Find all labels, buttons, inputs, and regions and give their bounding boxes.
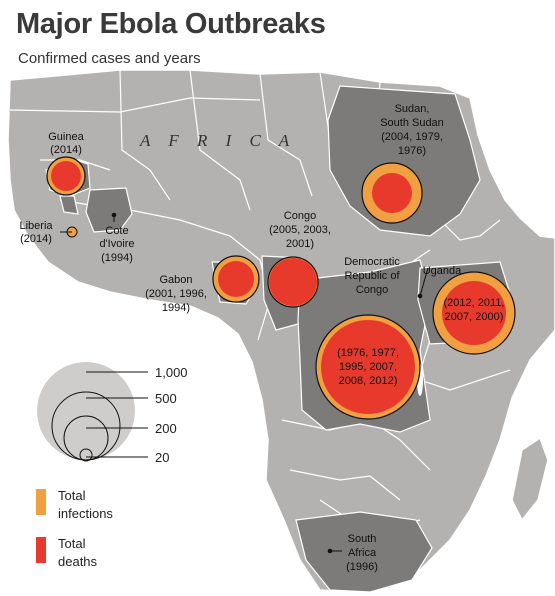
page-title: Major Ebola Outbreaks bbox=[16, 8, 326, 40]
infections-legend-label: infections bbox=[58, 506, 113, 521]
congo-label: (2005, 2003, bbox=[269, 224, 331, 236]
uganda-years-label: (2012, 2011, bbox=[444, 297, 505, 309]
infections-legend-label: Total bbox=[58, 488, 86, 503]
uganda-label: Uganda bbox=[423, 265, 462, 277]
page-subtitle: Confirmed cases and years bbox=[18, 50, 201, 67]
sudan-label: Sudan, bbox=[395, 103, 430, 115]
guinea-label: (2014) bbox=[50, 144, 82, 156]
deaths-legend-label: Total bbox=[58, 536, 86, 551]
outbreak-labels: Guinea (2014) Liberia (2014) Cote d'Ivoi… bbox=[19, 103, 504, 573]
drc-label: Republic of bbox=[344, 270, 400, 282]
leader-lines bbox=[60, 212, 429, 554]
cote-divoire-label: (1994) bbox=[101, 252, 133, 264]
cote-divoire-label: Cote bbox=[105, 225, 128, 237]
congo-label: Congo bbox=[284, 210, 316, 222]
size-legend-label: 200 bbox=[155, 421, 177, 436]
south-africa-country bbox=[295, 511, 433, 593]
drc-years-label: 2008, 2012) bbox=[339, 375, 398, 387]
sudan-label: 1976) bbox=[398, 145, 426, 157]
liberia-label: (2014) bbox=[20, 233, 52, 245]
drc-years-label: 1995, 2007, bbox=[339, 361, 397, 373]
guinea-label: Guinea bbox=[48, 131, 84, 143]
drc-label: Democratic bbox=[344, 256, 400, 268]
gabon-label: (2001, 1996, bbox=[145, 288, 207, 300]
drc-years-label: (1976, 1977, bbox=[337, 347, 399, 359]
madagascar bbox=[511, 436, 549, 522]
south-africa-label: Africa bbox=[348, 547, 377, 559]
sudan-label: South Sudan bbox=[380, 117, 444, 129]
size-legend: 1,000 500 200 20 bbox=[37, 362, 188, 465]
gabon-outbreak bbox=[212, 255, 260, 303]
size-legend-20 bbox=[79, 448, 93, 462]
south-africa-label: South bbox=[348, 533, 377, 545]
gabon-label: Gabon bbox=[159, 274, 192, 286]
uganda-years-label: 2007, 2000) bbox=[445, 311, 504, 323]
liberia-country bbox=[59, 195, 79, 215]
cote-divoire-label: d'Ivoire bbox=[99, 238, 134, 250]
uganda-outbreak bbox=[432, 271, 516, 355]
liberia-label: Liberia bbox=[19, 220, 53, 232]
congo-label: 2001) bbox=[286, 238, 314, 250]
sudan-outbreak bbox=[361, 162, 423, 224]
size-legend-label: 20 bbox=[155, 450, 169, 465]
size-legend-1000 bbox=[37, 362, 135, 460]
drc-label: Congo bbox=[356, 284, 388, 296]
guinea-outbreak bbox=[46, 156, 86, 196]
congo-outbreak bbox=[267, 256, 319, 308]
cote-divoire-country bbox=[85, 187, 133, 233]
infections-swatch bbox=[36, 489, 46, 515]
continent-label: A F R I C A bbox=[139, 131, 296, 150]
size-legend-200 bbox=[63, 415, 109, 461]
south-africa-label: (1996) bbox=[346, 561, 378, 573]
gabon-label: 1994) bbox=[162, 302, 190, 314]
color-legend: Total infections Total deaths bbox=[36, 488, 113, 569]
size-legend-label: 1,000 bbox=[155, 365, 188, 380]
deaths-swatch bbox=[36, 537, 46, 563]
outbreak-circles bbox=[46, 156, 516, 420]
drc-outbreak bbox=[315, 314, 421, 420]
deaths-legend-label: deaths bbox=[58, 554, 98, 569]
sudan-label: (2004, 1979, bbox=[381, 131, 443, 143]
size-legend-label: 500 bbox=[155, 391, 177, 406]
